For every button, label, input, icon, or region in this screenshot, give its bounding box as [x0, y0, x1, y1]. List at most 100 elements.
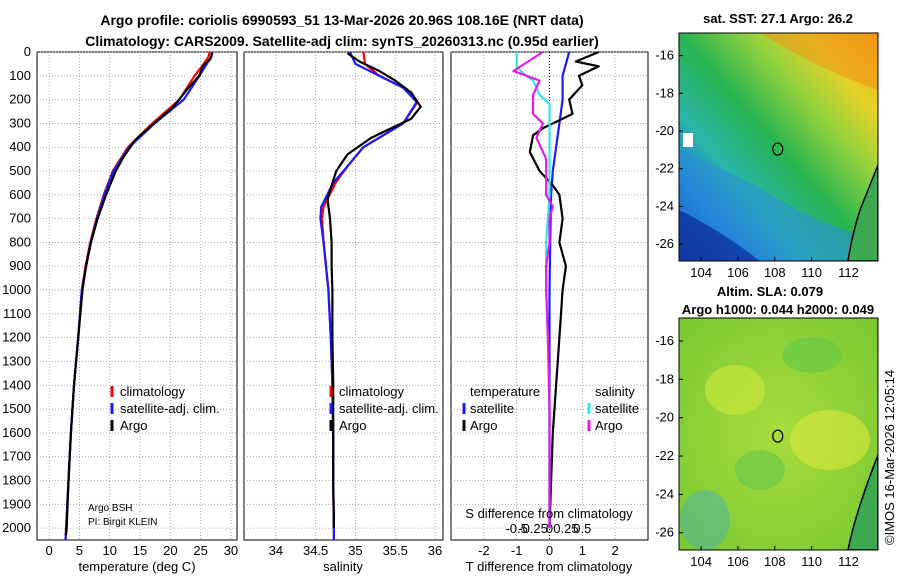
x-tick-label: 34	[269, 543, 283, 558]
map-xtick-label: 108	[764, 554, 786, 569]
depth-tick-label: 1000	[2, 282, 31, 297]
sla-blob	[782, 337, 842, 373]
x-tick-label: 35	[348, 543, 362, 558]
x-tick-label: 30	[224, 543, 238, 558]
map-ytick-label: -22	[655, 448, 674, 463]
depth-tick-label: 1400	[2, 377, 31, 392]
legend-s-argo: Argo	[595, 418, 622, 433]
map-xtick-label: 112	[838, 265, 859, 280]
legend-satellite: satellite-adj. clim.	[339, 401, 439, 416]
legend-t-satellite: satellite	[470, 401, 514, 416]
legend-t-argo: Argo	[470, 418, 497, 433]
legend-argo: Argo	[339, 418, 366, 433]
x-tick-label-top: -0.25	[518, 521, 548, 536]
legend-satellite: satellite-adj. clim.	[120, 401, 220, 416]
depth-tick-label: 1600	[2, 425, 31, 440]
sla-blob	[680, 490, 730, 550]
series-line-s-argo	[512, 51, 554, 529]
credit-pi: PI: Birgit KLEIN	[88, 517, 157, 528]
series-line-t-satellite	[548, 51, 571, 529]
x-tick-label: 35.5	[383, 543, 408, 558]
sst-coastline	[847, 164, 878, 261]
title-line-1: Argo profile: coriolis 6990593_51 13-Mar…	[100, 12, 583, 28]
x-tick-label: 2	[612, 543, 619, 558]
map-xtick-label: 110	[801, 554, 822, 569]
map-ytick-label: -20	[655, 123, 674, 138]
x-tick-label: 34.5	[303, 543, 328, 558]
sla-map-frame	[678, 317, 879, 551]
depth-tick-label: 100	[9, 68, 31, 83]
series-layer	[64, 50, 600, 541]
sst-map-ticks: -16 -18 -20 -22 -24 -26 104 106 108 110 112	[655, 48, 859, 280]
credit-institution: Argo BSH	[88, 503, 132, 514]
salinity-panel	[243, 51, 444, 541]
salinity-legend: climatology satellite-adj. clim. Argo	[329, 384, 439, 433]
x-tick-label: 10	[102, 543, 116, 558]
sla-blob	[705, 365, 765, 415]
temperature-panel	[36, 51, 238, 541]
depth-tick-label: 1800	[2, 472, 31, 487]
map-xtick-label: 108	[764, 265, 786, 280]
depth-tick-label: 300	[9, 115, 31, 130]
map-xtick-label: 110	[801, 265, 822, 280]
map-ytick-label: -24	[655, 198, 674, 213]
sst-missing-data	[683, 133, 693, 147]
x-tick-label: 36	[428, 543, 442, 558]
sst-argo-marker	[772, 142, 784, 156]
depth-tick-label: 600	[9, 187, 31, 202]
depth-tick-label: 1100	[3, 306, 31, 321]
difference-legend: temperature satellite Argo salinity sate…	[462, 384, 639, 433]
map-ytick-label: -16	[655, 48, 674, 63]
x-tick-label: 0	[46, 543, 53, 558]
legend-climatology: climatology	[339, 384, 405, 399]
map-ytick-label: -20	[655, 410, 674, 425]
depth-tick-label: 1300	[2, 353, 31, 368]
map-ytick-label: -22	[655, 161, 674, 176]
legend-climatology: climatology	[120, 384, 186, 399]
x-tick-label: 5	[76, 543, 83, 558]
sla-map	[679, 318, 878, 550]
depth-tick-label: 700	[9, 211, 31, 226]
sla-argo-marker	[772, 429, 784, 443]
sst-map	[679, 33, 878, 261]
depth-tick-label: 500	[9, 163, 31, 178]
title-line-2: Climatology: CARS2009. Satellite-adj cli…	[85, 33, 599, 49]
legend-salinity-heading: salinity	[595, 384, 635, 399]
temperature-xlabel: temperature (deg C)	[78, 559, 195, 574]
x-tick-label: 15	[133, 543, 147, 558]
map-ytick-label: -26	[655, 236, 674, 251]
sla-blob	[735, 450, 785, 490]
x-tick-label-top: -0.5	[505, 521, 527, 536]
map-xtick-label: 112	[838, 554, 859, 569]
map-xtick-label: 106	[727, 554, 749, 569]
x-tick-label: -1	[511, 543, 523, 558]
depth-tick-label: 800	[9, 234, 31, 249]
x-tick-label: 20	[163, 543, 177, 558]
sst-cold-corner	[679, 210, 760, 261]
depth-tick-label: 1900	[2, 496, 31, 511]
sst-warm-corner	[760, 33, 878, 90]
map-xtick-label: 104	[690, 554, 712, 569]
map-ytick-label: -18	[655, 85, 674, 100]
s-difference-label: S difference from climatology	[465, 506, 633, 521]
x-tick-label-top: 0.25	[553, 521, 578, 536]
salinity-xlabel: salinity	[323, 559, 363, 574]
sla-blob	[790, 410, 870, 470]
depth-tick-labels: 0 100 200 300 400 500 600 700 800 900 1000 1100 1200…	[2, 44, 31, 535]
map-ytick-label: -24	[655, 486, 674, 501]
x-tick-label: 1	[579, 543, 586, 558]
x-tick-label: 0	[546, 543, 553, 558]
sla-map-title: Altim. SLA: 0.079	[717, 284, 823, 299]
depth-tick-label: 200	[9, 92, 31, 107]
depth-tick-label: 900	[9, 258, 31, 273]
t-difference-xlabel: T difference from climatology	[466, 559, 633, 574]
sst-map-frame	[678, 32, 879, 262]
legend-argo: Argo	[120, 418, 147, 433]
grid-layer	[37, 51, 648, 540]
map-xtick-label: 106	[727, 265, 749, 280]
legend-s-satellite: satellite	[595, 401, 639, 416]
x-tick-labels: 0 5 10 15 20 25 30 34 34.5 35 35.5 36 -2 -1 0 1 2 -0.5-0.…	[46, 521, 619, 558]
depth-tick-label: 1200	[2, 330, 31, 345]
series-line-argo	[65, 52, 214, 536]
